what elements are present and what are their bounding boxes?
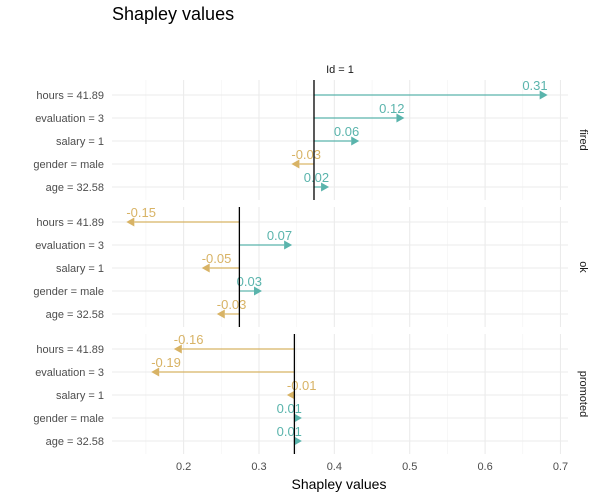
y-tick-label: gender = male [33, 413, 104, 425]
contribution-arrow-head [293, 413, 302, 423]
facet-label-fired: fired [577, 129, 589, 150]
contribution-arrow-head [396, 113, 405, 123]
x-axis-label: Shapley values [292, 476, 387, 492]
y-tick-label: age = 32.58 [46, 436, 104, 448]
contribution-arrow-head [293, 436, 302, 446]
contribution-arrow-head [284, 240, 293, 250]
facet-strip-label: Id = 1 [326, 64, 354, 76]
panel-background [112, 207, 568, 327]
contribution-value-label: 0.07 [267, 228, 292, 243]
contribution-arrow-head [286, 390, 295, 400]
contribution-value-label: -0.03 [217, 297, 247, 312]
facet-label-ok: ok [577, 261, 589, 273]
panel-background [112, 334, 568, 454]
panel-ok: hours = 41.89 evaluation = 3 salary = 1 gen… [33, 205, 589, 327]
contribution-value-label: -0.03 [291, 147, 321, 162]
y-tick-label: salary = 1 [56, 136, 104, 148]
y-tick-label: age = 32.58 [46, 309, 104, 321]
y-tick-label: evaluation = 3 [35, 113, 104, 125]
x-tick-label: 0.7 [553, 461, 568, 473]
contribution-arrow-head [126, 217, 135, 227]
contribution-value-label: -0.16 [174, 332, 204, 347]
x-tick-label: 0.2 [176, 461, 191, 473]
y-tick-label: hours = 41.89 [36, 90, 104, 102]
contribution-arrow-head [351, 136, 360, 146]
x-tick-label: 0.6 [477, 461, 492, 473]
contribution-arrow-head [291, 159, 300, 169]
y-tick-label: evaluation = 3 [35, 367, 104, 379]
contribution-value-label: 0.06 [334, 124, 359, 139]
contribution-value-label: 0.01 [277, 424, 302, 439]
contribution-arrow-head [201, 263, 210, 273]
panel-fired: hours = 41.89 evaluation = 3 salary = 1 gen… [33, 78, 589, 200]
contribution-arrow-head [216, 309, 225, 319]
y-tick-label: gender = male [33, 159, 104, 171]
contribution-value-label: -0.05 [202, 251, 232, 266]
contribution-value-label: 0.03 [237, 274, 262, 289]
facet-label-promoted: promoted [577, 371, 589, 417]
contribution-value-label: -0.19 [151, 355, 181, 370]
contribution-value-label: -0.15 [126, 205, 156, 220]
y-tick-label: gender = male [33, 286, 104, 298]
contribution-value-label: 0.01 [277, 401, 302, 416]
panels-group: hours = 41.89 evaluation = 3 salary = 1 gen… [33, 78, 589, 454]
y-tick-label: age = 32.58 [46, 182, 104, 194]
y-tick-label: salary = 1 [56, 390, 104, 402]
x-tick-label: 0.5 [402, 461, 417, 473]
contribution-arrow-head [173, 344, 182, 354]
contribution-value-label: 0.02 [304, 170, 329, 185]
y-tick-label: evaluation = 3 [35, 240, 104, 252]
chart-title: Shapley values [112, 4, 234, 24]
contribution-value-label: -0.01 [287, 378, 317, 393]
contribution-arrow-head [321, 182, 330, 192]
contribution-value-label: 0.12 [379, 101, 404, 116]
panel-background [112, 80, 568, 200]
y-tick-label: hours = 41.89 [36, 344, 104, 356]
panel-promoted: hours = 41.89 evaluation = 3 salary = 1 gen… [33, 332, 589, 454]
contribution-arrow-head [151, 367, 160, 377]
contribution-arrow-head [539, 90, 548, 100]
contribution-value-label: 0.31 [522, 78, 547, 93]
x-axis: 0.2 0.3 0.4 0.5 0.6 0.7 [176, 461, 568, 473]
y-tick-label: salary = 1 [56, 263, 104, 275]
y-tick-label: hours = 41.89 [36, 217, 104, 229]
x-tick-label: 0.3 [251, 461, 266, 473]
contribution-arrow-head [253, 286, 262, 296]
x-tick-label: 0.4 [327, 461, 342, 473]
